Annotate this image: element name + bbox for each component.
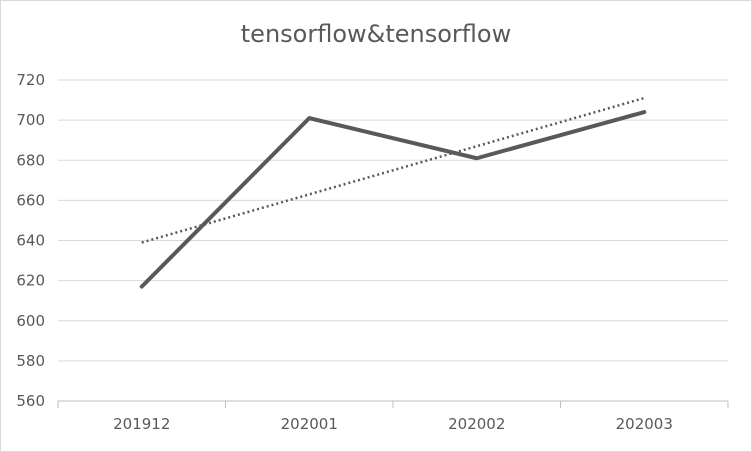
series-line-0	[139, 110, 647, 289]
x-tick-label-201912: 201912	[113, 415, 170, 433]
y-tick-label-720: 720	[16, 71, 45, 89]
x-tick-label-202002: 202002	[448, 415, 505, 433]
x-tick-label-202003: 202003	[616, 415, 673, 433]
trendline-layer	[141, 96, 645, 244]
y-tick-label-680: 680	[16, 151, 45, 169]
y-tick-label-640: 640	[16, 232, 45, 250]
y-tick-label-580: 580	[16, 352, 45, 370]
chart-title: tensorflow&tensorflow	[240, 20, 512, 48]
x-tick-label-202001: 202001	[281, 415, 338, 433]
axes	[57, 400, 729, 408]
trendline	[141, 96, 645, 244]
y-tick-label-700: 700	[16, 111, 45, 129]
gridlines	[58, 79, 728, 362]
y-tick-label-620: 620	[16, 272, 45, 290]
y-tick-label-600: 600	[16, 312, 45, 330]
tick-labels: 560 580 600 620 640 660 680 700 720 201912 202001 2…	[16, 71, 673, 433]
series-layer	[139, 110, 647, 289]
y-tick-label-560: 560	[16, 392, 45, 410]
y-tick-label-660: 660	[16, 191, 45, 209]
